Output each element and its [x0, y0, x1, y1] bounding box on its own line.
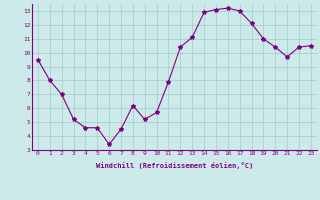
X-axis label: Windchill (Refroidissement éolien,°C): Windchill (Refroidissement éolien,°C): [96, 162, 253, 169]
